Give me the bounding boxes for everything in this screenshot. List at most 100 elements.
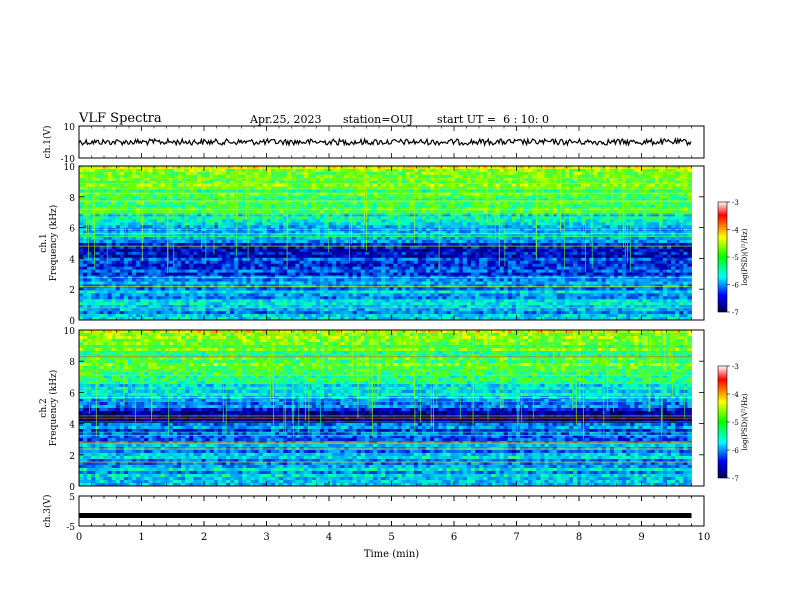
spectrogram-cell [119, 243, 125, 247]
spectrogram-cell [450, 240, 456, 244]
spectrogram-cell [405, 180, 411, 185]
spectrogram-cell [409, 180, 415, 185]
spectrogram-cell [577, 210, 582, 214]
spectrogram-cell [662, 254, 668, 259]
spectrogram-cell [299, 192, 304, 197]
spectrogram-cell [360, 219, 366, 223]
spectrogram-cell [242, 204, 247, 208]
spectrogram-cell [385, 225, 390, 229]
spectrogram-cell [275, 171, 280, 176]
spectrogram-cell [626, 195, 631, 199]
spectrogram-cell [544, 257, 549, 262]
spectrogram-cell [503, 237, 509, 241]
spectrogram-cell [226, 174, 231, 179]
spectrogram-cell [160, 201, 166, 205]
spectrogram-cell [605, 219, 611, 223]
spectrogram-cell [675, 243, 680, 247]
spectrogram-cell [238, 228, 243, 232]
spectrogram-cell [368, 225, 374, 229]
spectrogram-cell [569, 192, 574, 197]
spectrogram-cell [479, 171, 484, 176]
spectrogram-cell [209, 243, 215, 247]
spectrogram-cell [328, 257, 333, 262]
spectrogram-cell [279, 248, 284, 253]
spectrogram-cell [307, 177, 313, 182]
spectrogram-cell [585, 240, 590, 244]
spectrogram-cell [258, 216, 264, 220]
spectrogram-cell [348, 231, 353, 235]
spectrogram-cell [275, 234, 280, 238]
spectrogram-cell [487, 234, 492, 238]
spectrogram-cell [344, 174, 349, 179]
spectrogram-cell [507, 237, 513, 241]
spectrogram-cell [221, 216, 227, 220]
spectrogram-cell [205, 248, 211, 253]
spectrogram-cell [299, 228, 304, 232]
spectrogram-cell [348, 204, 353, 208]
spectrogram-cell [556, 216, 562, 220]
spectrogram-cell [324, 180, 329, 185]
spectrogram-cell [132, 222, 137, 226]
spectrogram-cell [475, 171, 480, 176]
spectrogram-cell [311, 195, 317, 199]
spectrogram-cell [299, 234, 304, 238]
spectrogram-cell [385, 231, 390, 235]
spectrogram-cell [401, 245, 407, 250]
spectrogram-cell [115, 240, 121, 244]
spectrogram-cell [128, 201, 133, 205]
spectrogram-cell [303, 245, 309, 250]
spectrogram-cell [405, 166, 411, 170]
spectrogram-cell [307, 213, 313, 217]
spectrogram-cell [405, 243, 411, 247]
spectrogram-cell [609, 174, 615, 179]
spectrogram-cell [201, 234, 206, 238]
spectrogram-cell [446, 225, 451, 229]
spectrogram-cell [622, 234, 627, 238]
spectrogram-cell [597, 219, 603, 223]
spectrogram-cell [540, 222, 545, 226]
spectrogram-cell [360, 177, 366, 182]
spectrogram-cell [642, 213, 647, 217]
spectrogram-cell [91, 245, 96, 250]
spectrogram-cell [148, 225, 153, 229]
spectrogram-cell [597, 189, 603, 194]
spectrogram-cell [181, 237, 186, 241]
spectrogram-cell [483, 216, 488, 220]
spectrogram-cell [654, 171, 660, 176]
spectrogram-cell [311, 213, 317, 217]
spectrogram-cell [479, 219, 484, 223]
spectrogram-cell [401, 225, 407, 229]
spectrogram-cell [475, 195, 480, 199]
spectrogram-cell [389, 234, 394, 238]
spectrogram-cell [397, 240, 402, 244]
spectrogram-cell [119, 248, 125, 253]
spectrogram-cell [132, 174, 137, 179]
spectrogram-cell [454, 234, 460, 238]
spectrogram-cell [275, 225, 280, 229]
spectrogram-cell [569, 174, 574, 179]
spectrogram-cell [209, 240, 215, 244]
spectrogram-cell [483, 245, 488, 250]
spectrogram-cell [524, 245, 529, 250]
spectrogram-cell [172, 210, 178, 214]
spectrogram-cell [577, 174, 582, 179]
spectrogram-cell [217, 240, 223, 244]
spectrogram-cell [667, 195, 672, 199]
spectrogram-cell [638, 240, 643, 244]
spectrogram-cell [324, 251, 329, 256]
spectrogram-cell [262, 251, 268, 256]
spectrogram-cell [524, 166, 529, 170]
spectrogram-cell [687, 219, 692, 223]
spectrogram-cell [291, 213, 296, 217]
spectrogram-cell [483, 257, 488, 262]
spectrogram-cell [556, 225, 562, 229]
spectrogram-cell [409, 166, 415, 170]
spectrogram-cell [430, 254, 435, 259]
spectrogram-cell [303, 180, 309, 185]
spectrogram-cell [156, 201, 162, 205]
spectrogram-cell [246, 219, 251, 223]
spectrogram-cell [164, 219, 170, 223]
spectrogram-cell [315, 166, 321, 170]
spectrogram-cell [164, 171, 170, 176]
spectrogram-cell [148, 228, 153, 232]
